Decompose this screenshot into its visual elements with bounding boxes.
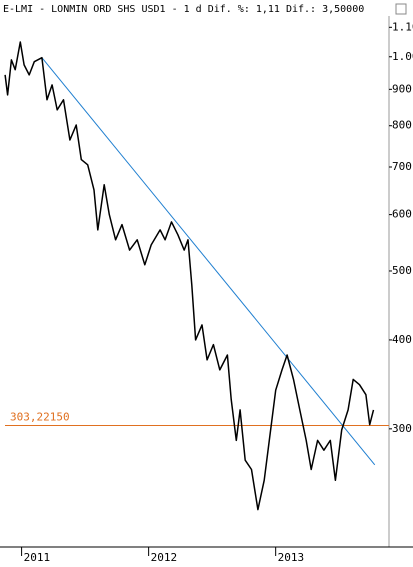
trendline <box>41 57 376 466</box>
price-line <box>4 41 375 511</box>
y-tick-label: 800 <box>392 119 412 132</box>
y-tick-label: 900 <box>392 82 412 95</box>
y-tick-label: 600 <box>392 208 412 221</box>
y-tick-label: 300 <box>392 422 412 435</box>
x-tick-label: 2012 <box>151 551 178 564</box>
level-label: 303,22150 <box>10 411 70 424</box>
y-tick-label: 400 <box>392 333 412 346</box>
y-tick-label: 700 <box>392 160 412 173</box>
y-tick-label: 500 <box>392 264 412 277</box>
x-tick-label: 2013 <box>278 551 305 564</box>
chart-title: E-LMI - LONMIN ORD SHS USD1 - 1 d Dif. %… <box>3 4 364 15</box>
checkbox[interactable] <box>395 3 407 15</box>
y-tick-label: 1.000 <box>392 50 413 63</box>
x-tick-label: 2011 <box>24 551 51 564</box>
y-tick-label: 1.100 <box>392 20 413 33</box>
